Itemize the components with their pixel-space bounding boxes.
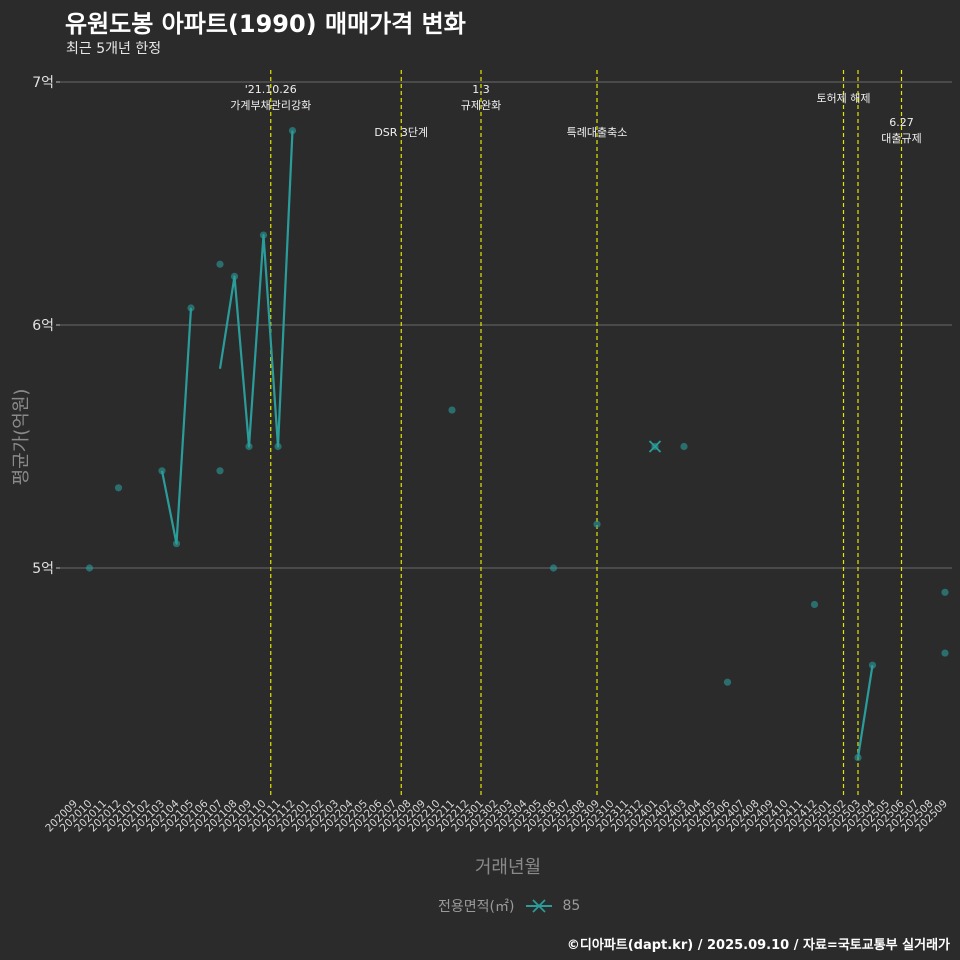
data-point-0-1: [114, 484, 123, 492]
data-point-0-2: [158, 467, 166, 475]
series-line-0-1: [218, 130, 294, 448]
data-point-0-17: [723, 678, 732, 686]
data-point-0-20: [868, 661, 877, 669]
data-point-0-13: [549, 564, 558, 572]
chart-subtitle: 최근 5개년 한정: [66, 41, 162, 57]
x-axis-label: 거래년월: [474, 857, 542, 878]
event-label-2-0: 1.3: [472, 83, 490, 96]
data-point-0-19: [854, 753, 862, 762]
data-point-0-4: [187, 304, 195, 312]
series-line-0-2: [856, 665, 874, 758]
data-point-0-3: [172, 540, 181, 548]
y-axis-label: 평균가(억원): [11, 388, 32, 486]
event-label-6-1: 대출규제: [881, 132, 921, 145]
data-point-0-9: [259, 231, 268, 239]
data-point-0-10: [274, 442, 282, 451]
y-tick-label-2: 7억: [32, 75, 54, 91]
source-credit: ©디아파트(dapt.kr) / 2025.09.10 / 자료=국토교통부 실…: [566, 938, 950, 953]
data-point-0-18: [810, 600, 819, 609]
chart-title: 유원도봉 아파트(1990) 매매가격 변화: [65, 10, 466, 38]
legend-key-icon: [526, 899, 553, 913]
event-label-4-0: 토허제 해제: [816, 91, 870, 105]
event-label-6-0: 6.27: [889, 116, 914, 129]
data-point-0-16: [680, 442, 688, 451]
y-tick-label-0: 5억: [32, 561, 54, 577]
event-label-0-0: '21.10.26: [245, 83, 297, 96]
event-label-2-1: 규제완화: [461, 99, 501, 112]
data-point-0-12: [448, 406, 456, 414]
data-point-0-21: [941, 588, 949, 596]
data-point-0-8: [245, 442, 253, 451]
y-tick-label-1: 6억: [32, 318, 54, 334]
data-point-0-14: [593, 520, 601, 528]
event-label-3-0: 특례대출축소: [567, 126, 628, 139]
series-line-0-0: [160, 307, 193, 545]
data-point-0-0: [85, 564, 94, 572]
event-label-0-1: 가계부채관리강화: [230, 99, 311, 112]
cross-marker-stroke-b: [648, 440, 662, 453]
data-point-0-22: [941, 649, 949, 657]
legend: 전용면적(㎡) 85: [438, 896, 580, 916]
cross-marker-0-0: [648, 440, 662, 453]
data-point-0-6: [216, 467, 224, 475]
data-point-0-11: [288, 127, 297, 135]
legend-entry-85: 85: [562, 898, 581, 914]
legend-title: 전용면적(㎡): [438, 899, 515, 915]
event-label-1-0: DSR 3단계: [374, 126, 428, 139]
data-point-0-5: [216, 260, 224, 268]
data-point-0-7: [230, 272, 239, 280]
